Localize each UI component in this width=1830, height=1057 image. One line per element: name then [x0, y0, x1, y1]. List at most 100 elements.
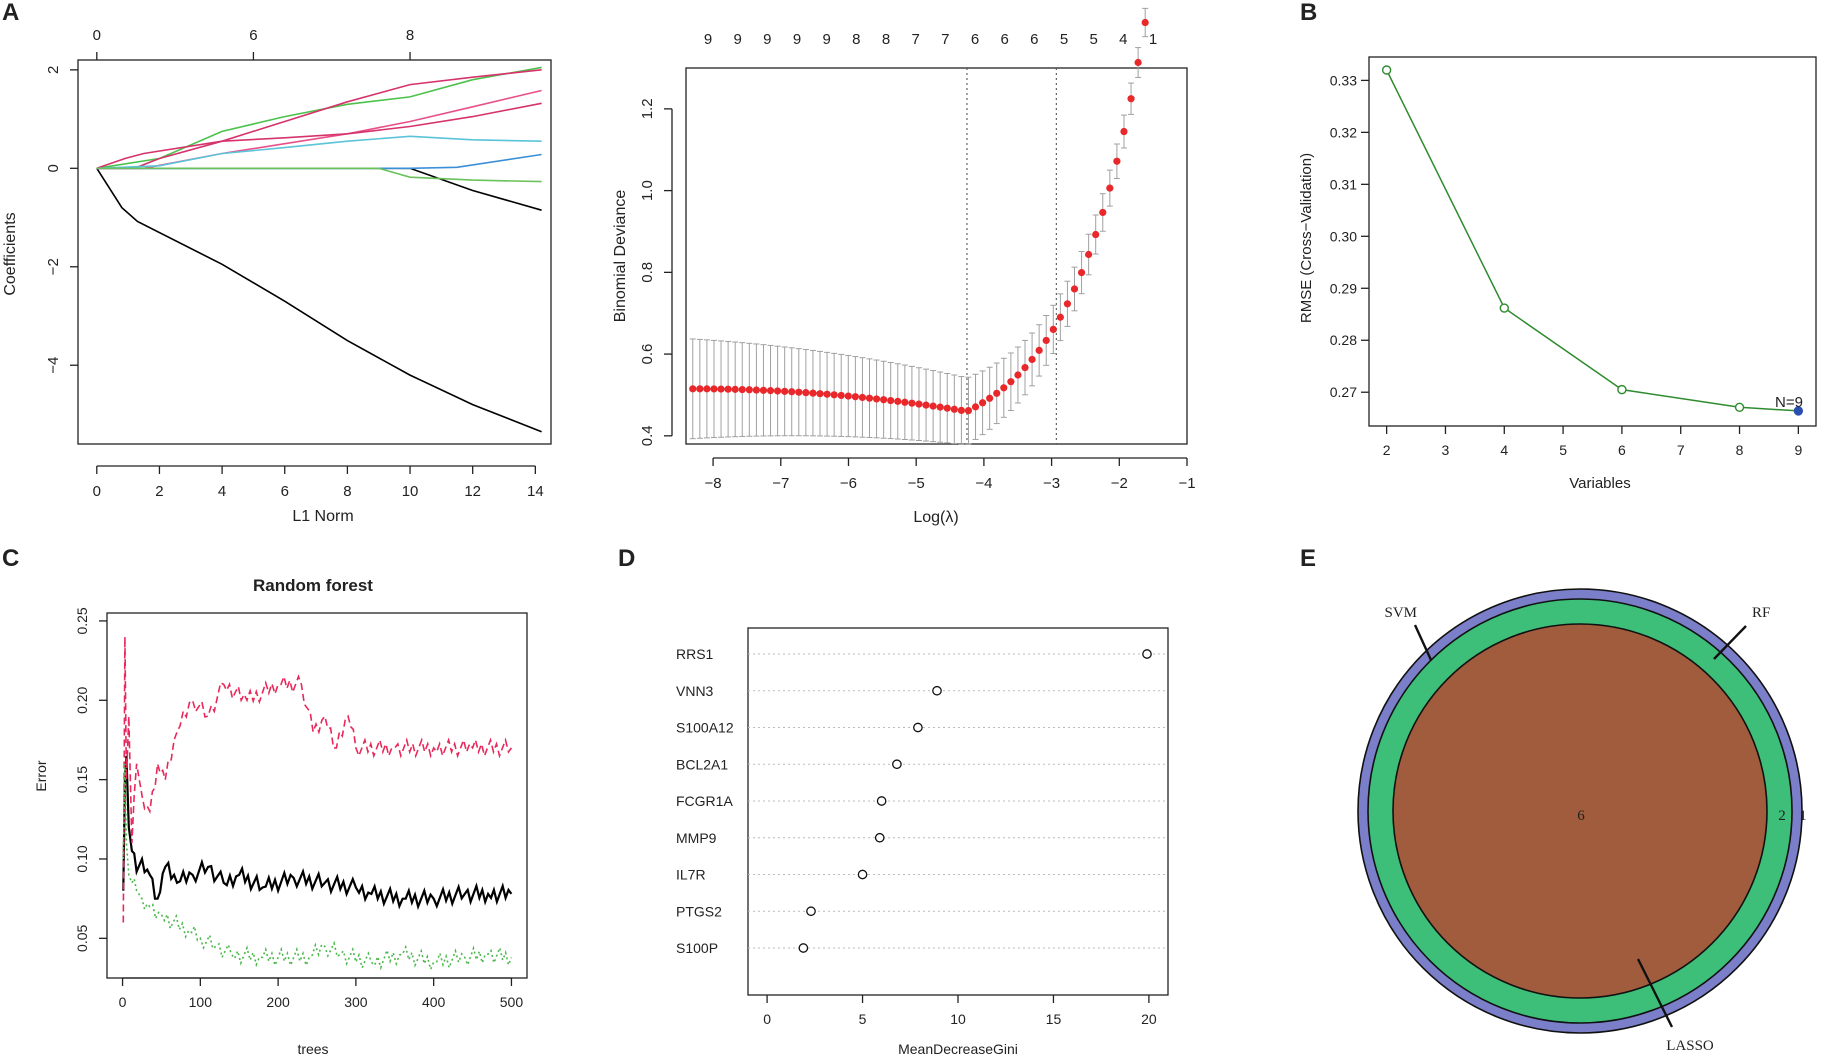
x-tick-label: 20 [1141, 1011, 1157, 1027]
x-tick-label: −6 [840, 475, 857, 492]
error-line-class2 [122, 763, 513, 972]
top-axis: 0 6 8 [93, 27, 414, 60]
top-tick-label: 8 [852, 31, 860, 48]
coefficient-line-black-main [96, 167, 542, 433]
importance-point [913, 722, 923, 733]
top-tick-label: 4 [1119, 31, 1127, 48]
x-tick-label: 7 [1677, 442, 1685, 458]
x-tick-label: 4 [1500, 442, 1508, 458]
y-tick-label: 0.27 [1330, 384, 1357, 400]
gene-label: FCGR1A [676, 793, 733, 809]
top-tick-label: 8 [882, 31, 890, 48]
x-tick-label: −8 [705, 475, 722, 492]
region-count-lasso: 6 [1577, 808, 1585, 824]
top-tick-label: 9 [793, 31, 801, 48]
deviance-point [1028, 355, 1036, 364]
x-tick-label: 0 [119, 994, 127, 1010]
x-tick-label: 500 [500, 994, 524, 1010]
deviance-point [1070, 285, 1079, 293]
importance-point [857, 869, 868, 880]
deviance-point [978, 399, 987, 407]
deviance-point [957, 406, 965, 414]
rmse-line [1385, 69, 1799, 412]
x-axis: 0 100 200 300 400 500 [119, 977, 524, 1010]
y-tick-label: 0.32 [1330, 124, 1357, 140]
deviance-point [1106, 184, 1114, 192]
series-group [122, 636, 513, 972]
region-count-rf: 2 [1778, 808, 1786, 824]
gene-label: S100P [676, 940, 718, 956]
importance-point [874, 832, 885, 843]
top-tick-label: 0 [93, 27, 101, 44]
deviance-point [1127, 95, 1135, 103]
top-tick-label: 1 [1149, 31, 1157, 48]
rmse-point [1499, 303, 1509, 313]
y-axis: 0.27 0.28 0.29 0.30 0.31 0.32 0.33 [1330, 72, 1369, 400]
importance-point [876, 796, 887, 806]
deviance-point [795, 388, 803, 396]
y-tick-label: 0.31 [1330, 176, 1357, 192]
x-tick-label: 10 [950, 1011, 966, 1027]
deviance-point [1042, 336, 1050, 345]
x-tick-label: 6 [1618, 442, 1626, 458]
top-tick-label: 6 [1000, 31, 1008, 48]
venn-diagram: SVM RF LASSO 6 2 1 [1357, 588, 1807, 1054]
panel-letter-b: B [1300, 0, 1317, 26]
deviance-point [809, 389, 817, 397]
coefficient-line-pink-2 [96, 102, 542, 170]
x-tick-label: 0 [763, 1011, 771, 1027]
gene-label: BCL2A1 [676, 756, 728, 772]
gene-label: MMP9 [676, 830, 717, 846]
plot-frame [685, 67, 1188, 445]
deviance-point [689, 385, 697, 393]
deviance-point [929, 402, 937, 410]
lasso-cv-chart: −8 −7 −6 −5 −4 −3 −2 −1 0.4 0.6 0.8 1.0 1.2 9 9 9 9 9 8 8… [612, 7, 1196, 526]
x-tick-label: −4 [975, 475, 992, 492]
x-tick-label: 5 [859, 1011, 867, 1027]
deviance-point [1141, 18, 1149, 27]
svm-rfe-chart: 2 3 4 5 6 7 8 9 0.27 0.28 0.29 0.30 0.31 0.32 0.33 N=… [1298, 56, 1817, 492]
deviance-point [773, 387, 782, 395]
top-tick-label: 6 [971, 31, 979, 48]
deviance-point [993, 389, 1001, 397]
deviance-point [766, 387, 775, 395]
y-axis-label: Coefficients [2, 212, 19, 295]
coefficient-line-green-top [96, 66, 542, 170]
deviance-point [1134, 58, 1142, 67]
top-tick-label: 9 [733, 31, 741, 48]
y-tick-label: 0.4 [639, 425, 656, 446]
deviance-point [915, 400, 923, 408]
deviance-point [703, 385, 711, 393]
x-tick-label: −2 [1111, 475, 1128, 492]
deviance-point [901, 398, 909, 406]
deviance-point [837, 391, 845, 400]
series-group [1381, 65, 1804, 416]
random-forest-chart: Random forest 0 100 200 300 400 500 0.050.100… [33, 576, 528, 1057]
deviance-point [1056, 313, 1064, 321]
plot-frame [1368, 56, 1817, 427]
x-tick-label: −5 [908, 475, 925, 492]
deviance-point [696, 385, 704, 393]
importance-point [806, 906, 816, 917]
y-tick-label: 0.05 [74, 924, 90, 951]
set-label-svm: SVM [1384, 605, 1417, 621]
deviance-point [752, 386, 760, 394]
deviance-point [986, 394, 994, 402]
deviance-point [851, 393, 859, 401]
x-tick-label: −7 [772, 475, 789, 492]
deviance-point [724, 385, 732, 393]
x-tick-label: 0 [93, 483, 101, 500]
top-tick-label: 6 [1030, 31, 1038, 48]
top-tick-label: 7 [941, 31, 949, 48]
deviance-point [844, 392, 852, 400]
x-tick-label: 100 [189, 994, 213, 1010]
top-tick-label: 9 [704, 31, 712, 48]
deviance-point [922, 401, 930, 409]
importance-point [798, 943, 809, 953]
lasso-leader-line [1636, 958, 1674, 1028]
deviance-point [816, 390, 824, 398]
deviance-point [781, 387, 789, 395]
y-tick-label: 0.29 [1330, 280, 1357, 296]
deviance-point [1113, 157, 1121, 165]
coefficient-line-magenta-top [96, 69, 542, 170]
